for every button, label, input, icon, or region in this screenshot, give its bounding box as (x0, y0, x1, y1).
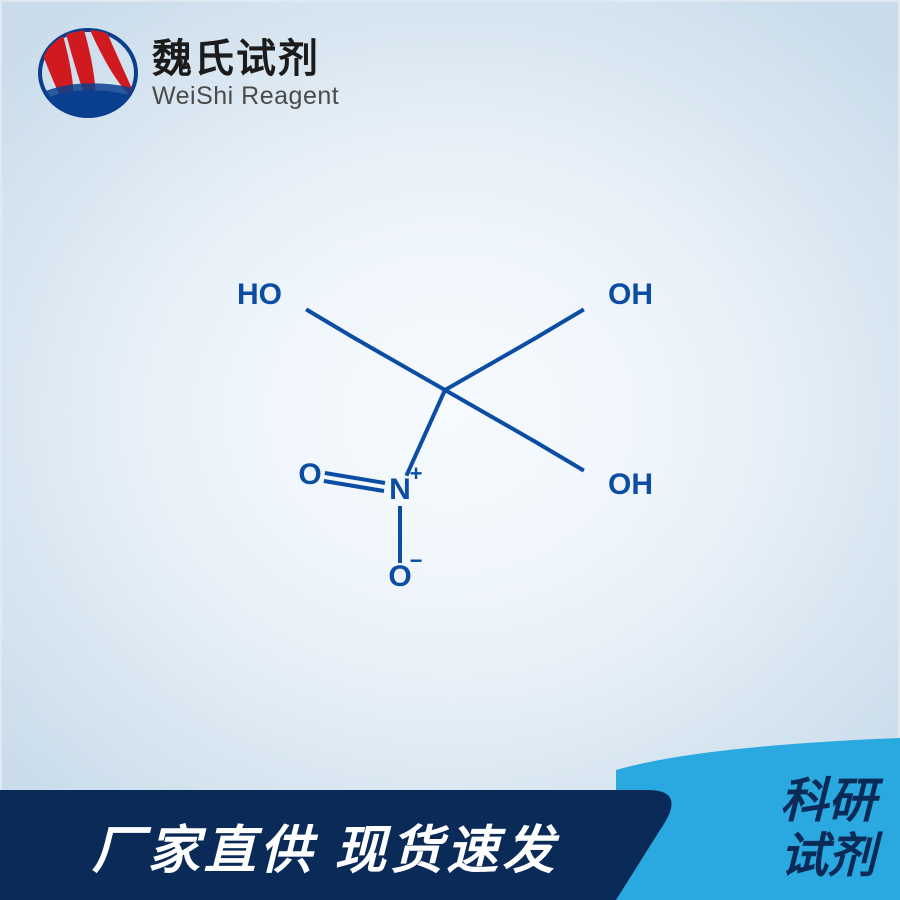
bond (355, 337, 446, 391)
footer-main-strip: 厂家直供 现货速发 (0, 790, 660, 900)
atom-label: OH (608, 470, 653, 500)
footer-banner: 厂家直供 现货速发 科研 试剂 (0, 770, 900, 900)
brand-logo-mark (38, 28, 138, 118)
charge-label: − (410, 548, 423, 574)
chemical-structure: HO OH OH N O O + − (210, 255, 680, 605)
brand-name-en: WeiShi Reagent (152, 82, 339, 111)
atom-label: O (298, 460, 321, 490)
atom-label: N (389, 475, 411, 505)
footer-badge-line2: 试剂 (780, 829, 876, 884)
atom-label: O (388, 562, 411, 592)
bond (305, 308, 357, 341)
bond (444, 388, 535, 442)
brand-logo: 魏氏试剂 WeiShi Reagent (38, 28, 339, 118)
brand-logo-text: 魏氏试剂 WeiShi Reagent (152, 36, 339, 111)
footer-badge: 科研 试剂 (780, 774, 876, 884)
charge-label: + (410, 461, 423, 487)
bond (444, 337, 535, 391)
footer-badge-line1: 科研 (780, 774, 876, 829)
bond (533, 439, 585, 472)
brand-name-cn: 魏氏试剂 (152, 36, 339, 82)
bond (398, 506, 402, 563)
atom-label: HO (237, 280, 282, 310)
footer-slogan: 厂家直供 现货速发 (92, 808, 558, 883)
atom-label: OH (608, 280, 653, 310)
bond (533, 308, 585, 341)
logo-w-icon (38, 28, 138, 118)
